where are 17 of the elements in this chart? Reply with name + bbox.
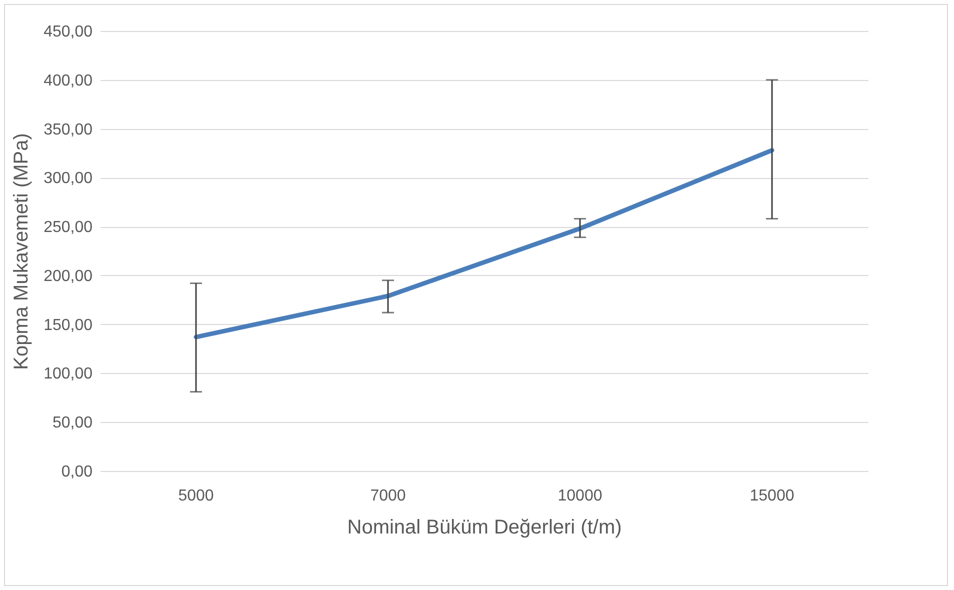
x-tick-label: 15000 bbox=[750, 488, 794, 504]
x-axis-title: Nominal Büküm Değerleri (t/m) bbox=[347, 516, 622, 538]
y-axis-title: Kopma Mukavemeti (MPa) bbox=[10, 133, 33, 370]
y-tick-label: 150,00 bbox=[44, 316, 93, 334]
y-tick-label: 450,00 bbox=[44, 24, 93, 40]
y-tick-label: 400,00 bbox=[44, 72, 93, 90]
line-series bbox=[194, 148, 774, 340]
x-tick-label: 10000 bbox=[558, 488, 602, 504]
y-tick-label: 350,00 bbox=[44, 121, 93, 138]
y-tick-label: 0,00 bbox=[61, 464, 93, 480]
y-tick-label: 250,00 bbox=[44, 219, 93, 236]
x-tick-label: 7000 bbox=[370, 488, 406, 504]
y-tick-label: 200,00 bbox=[44, 268, 93, 285]
y-tick-label: 300,00 bbox=[44, 170, 93, 188]
y-tick-label: 100,00 bbox=[44, 366, 93, 383]
y-tick-label: 50,00 bbox=[52, 414, 93, 432]
x-tick-label: 5000 bbox=[178, 488, 214, 504]
